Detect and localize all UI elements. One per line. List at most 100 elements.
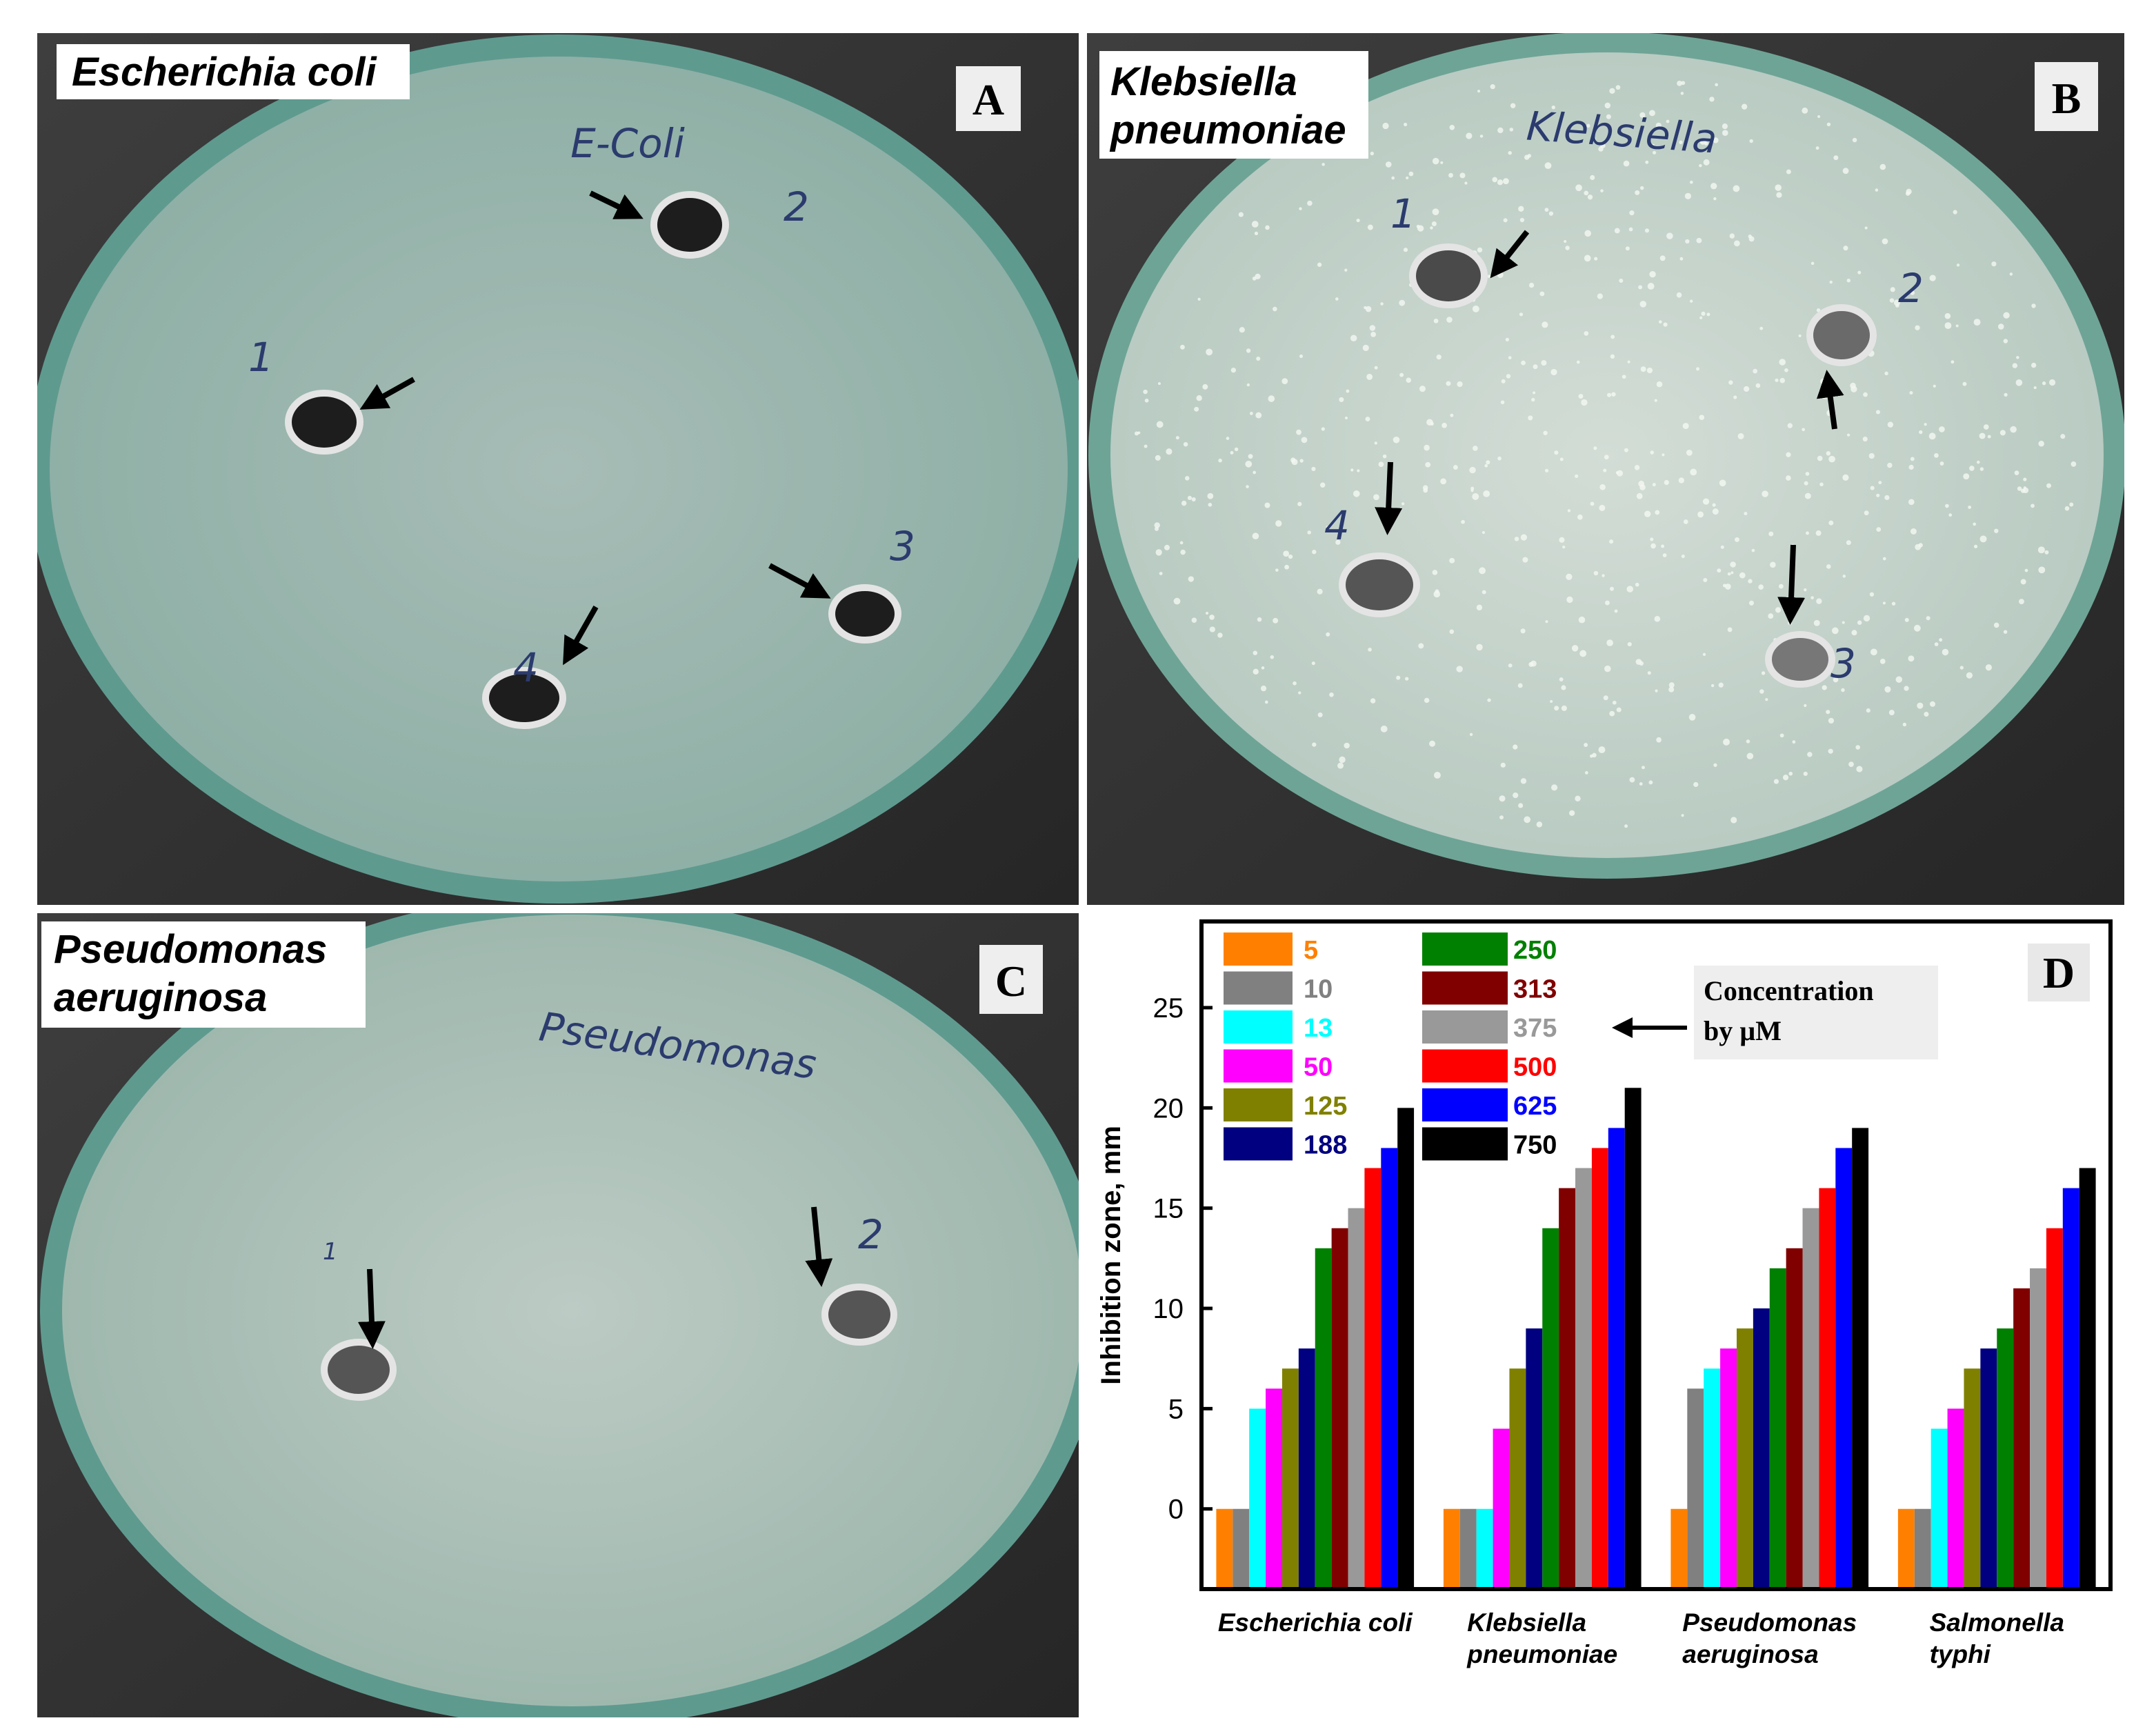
colony <box>1253 650 1258 655</box>
bar <box>1266 1388 1282 1589</box>
colony <box>1519 312 1524 317</box>
annotation: Concentration by µM <box>1694 966 1938 1059</box>
colony <box>1440 478 1447 485</box>
colony <box>1179 541 1184 545</box>
colony <box>1368 648 1372 652</box>
colony <box>1378 461 1384 468</box>
colony <box>1246 485 1249 488</box>
colony <box>1432 570 1438 575</box>
bar <box>1559 1188 1576 1589</box>
colony <box>1245 460 1253 468</box>
colony <box>1762 490 1768 497</box>
legend-label: 750 <box>1513 1131 1557 1160</box>
colony <box>1268 395 1275 402</box>
colony <box>1709 97 1715 102</box>
colony <box>2042 381 2046 386</box>
legend-swatch <box>1224 971 1293 1005</box>
colony <box>1391 176 1395 180</box>
colony <box>1578 394 1584 399</box>
colony <box>1681 814 1684 817</box>
colony <box>1344 742 1350 749</box>
colony <box>1622 375 1626 379</box>
colony <box>1561 685 1566 690</box>
colony <box>1273 306 1277 312</box>
colony <box>1773 779 1779 784</box>
organism-label: Klebsiella <box>1110 59 1297 104</box>
colony <box>1399 299 1406 306</box>
colony <box>1469 466 1476 474</box>
colony <box>1720 545 1724 549</box>
colony <box>1786 169 1791 174</box>
colony <box>1508 663 1513 668</box>
colony <box>1545 468 1549 472</box>
colony <box>1664 479 1669 486</box>
bar <box>1753 1308 1770 1589</box>
bar <box>1493 1428 1510 1589</box>
colony <box>1875 410 1880 415</box>
colony <box>1503 218 1508 223</box>
colony <box>1155 526 1159 531</box>
colony <box>1321 427 1325 431</box>
colony <box>1629 777 1635 783</box>
colony <box>1655 689 1658 692</box>
colony <box>1913 624 1921 632</box>
colony <box>1481 590 1486 595</box>
colony <box>1782 775 1789 781</box>
colony <box>1385 161 1392 168</box>
colony <box>1718 682 1724 688</box>
colony <box>1826 564 1831 569</box>
plate-writing: 2 <box>1898 265 1924 312</box>
colony <box>1786 452 1791 457</box>
colony <box>1786 475 1791 481</box>
bar <box>1852 1128 1869 1589</box>
bar <box>1835 1148 1853 1589</box>
colony <box>2037 546 2045 554</box>
colony <box>1784 368 1788 372</box>
colony <box>1264 502 1270 508</box>
colony <box>1484 463 1488 468</box>
colony <box>1639 301 1647 308</box>
bar <box>1802 1208 1819 1589</box>
legend-swatch <box>1422 1127 1508 1161</box>
colony <box>1436 355 1441 360</box>
colony <box>1470 486 1475 490</box>
colony <box>1761 671 1766 675</box>
colony <box>1979 535 1987 543</box>
colony <box>1492 177 1498 183</box>
legend-swatch <box>1422 1049 1508 1083</box>
colony <box>1604 455 1609 460</box>
colony <box>1373 494 1379 501</box>
colony <box>1788 771 1793 776</box>
colony <box>1196 395 1202 401</box>
colony <box>1497 456 1502 461</box>
colony <box>1729 233 1735 239</box>
colony <box>1550 368 1557 376</box>
colony <box>1370 698 1376 704</box>
colony <box>1175 436 1179 440</box>
bar <box>1687 1388 1704 1589</box>
bar <box>1670 1508 1688 1589</box>
colony <box>1629 210 1635 216</box>
colony <box>1703 159 1710 166</box>
colony <box>1440 161 1444 164</box>
colony <box>1253 470 1257 475</box>
bar <box>1281 1368 1299 1589</box>
colony <box>2024 568 2028 572</box>
bar <box>1443 1508 1460 1589</box>
colony <box>1433 771 1441 779</box>
colony <box>1469 732 1473 737</box>
colony <box>1722 123 1728 130</box>
colony <box>1275 520 1282 527</box>
colony <box>1805 531 1809 535</box>
colony <box>1477 90 1481 93</box>
colony <box>1209 626 1215 632</box>
colony <box>1804 588 1807 592</box>
colony <box>1569 810 1575 816</box>
colony <box>1288 555 1293 559</box>
colony <box>1910 528 1917 535</box>
legend-label: 250 <box>1513 936 1557 965</box>
colony <box>1422 485 1428 490</box>
colony <box>1755 383 1761 388</box>
colony <box>1590 174 1595 181</box>
colony <box>1715 83 1718 87</box>
